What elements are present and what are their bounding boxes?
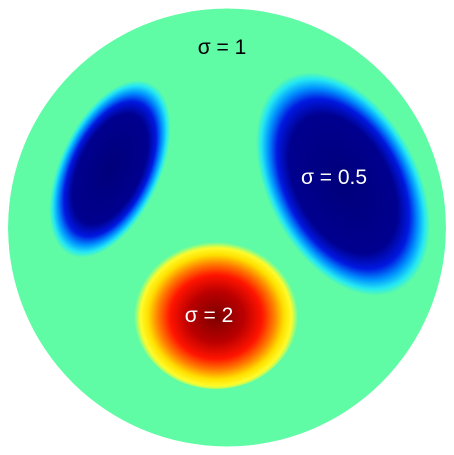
bottom-inclusion-sigma-label: σ = 2 [185, 304, 234, 327]
right-inclusion [256, 72, 430, 296]
bottom-inclusion [134, 239, 298, 389]
left-inclusion [49, 80, 171, 258]
background-sigma-label: σ = 1 [198, 36, 247, 59]
right-inclusion-sigma-label: σ = 0.5 [301, 166, 367, 189]
